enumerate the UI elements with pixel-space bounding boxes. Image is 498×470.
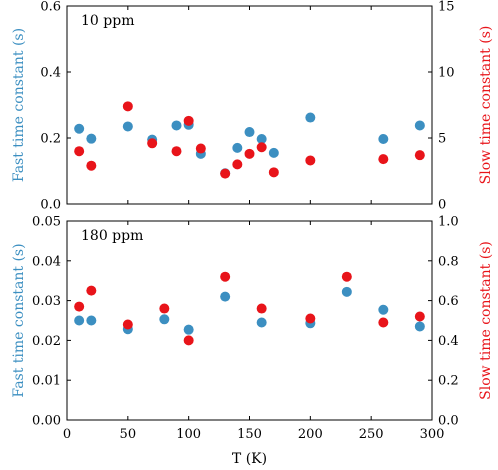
slow-point (147, 138, 158, 149)
slow-point (268, 167, 279, 178)
slow-point (220, 168, 231, 179)
slow-point (122, 101, 133, 112)
x-tick-label: 250 (359, 427, 384, 442)
y-right-tick-label: 15 (438, 0, 455, 15)
slow-point (232, 159, 243, 170)
y-right-tick-label: 10 (438, 66, 455, 81)
slow-point (74, 146, 85, 157)
slow-point (159, 303, 170, 314)
fast-point (256, 317, 267, 328)
x-tick-label: 150 (237, 427, 262, 442)
fast-point (268, 147, 279, 158)
fast-point (232, 142, 243, 153)
y-right-tick-label: 0.0 (438, 414, 459, 429)
y-left-tick-label: 0.2 (40, 132, 61, 147)
slow-point (122, 319, 133, 330)
y-left-tick-label: 0.01 (32, 374, 61, 389)
plot-frame (66, 220, 433, 421)
y-right-axis-title: Slow time constant (s) (478, 26, 494, 185)
fast-point (74, 315, 85, 326)
slow-point (195, 143, 206, 154)
slow-point (86, 160, 97, 171)
slow-point (86, 285, 97, 296)
plot-frame (66, 5, 433, 205)
y-left-axis-title: Fast time constant (s) (11, 243, 27, 397)
y-right-tick-label: 0 (438, 198, 446, 213)
y-left-tick-label: 0.00 (32, 414, 61, 429)
slow-point (341, 271, 352, 282)
y-right-tick-label: 0.6 (438, 294, 459, 309)
fast-point (74, 123, 85, 134)
fast-point (86, 133, 97, 144)
y-left-axis-title: Fast time constant (s) (11, 28, 27, 182)
fast-point (378, 133, 389, 144)
slow-point (414, 150, 425, 161)
x-tick-label: 200 (298, 427, 323, 442)
fast-point (183, 324, 194, 335)
fast-point (220, 291, 231, 302)
fast-point (305, 112, 316, 123)
x-axis-title: T (K) (232, 451, 267, 467)
y-left-tick-label: 0.03 (32, 294, 61, 309)
y-right-tick-label: 0.8 (438, 254, 459, 269)
y-right-tick-label: 5 (438, 132, 446, 147)
slow-point (256, 303, 267, 314)
y-right-tick-label: 0.2 (438, 374, 459, 389)
x-tick-label: 300 (420, 427, 445, 442)
slow-point (244, 148, 255, 159)
fast-point (86, 315, 97, 326)
y-right-tick-label: 0.4 (438, 334, 459, 349)
y-left-tick-label: 0.04 (32, 254, 61, 269)
x-tick-label: 0 (63, 427, 71, 442)
fast-point (159, 314, 170, 325)
fast-point (378, 304, 389, 315)
slow-point (378, 154, 389, 165)
slow-point (378, 317, 389, 328)
y-left-tick-label: 0.6 (40, 0, 61, 15)
fast-point (414, 120, 425, 131)
panel-2: 0 50 100 150 200 250 300 0.00 0.01 0.02 0.03 0.04 0.… (11, 215, 494, 468)
y-left-tick-label: 0.0 (40, 198, 61, 213)
slow-point (305, 313, 316, 324)
y-left-tick-label: 0.02 (32, 334, 61, 349)
y-left-tick-label: 0.05 (32, 215, 61, 230)
y-right-axis-title: Slow time constant (s) (478, 241, 494, 400)
fast-point (341, 286, 352, 297)
fast-point (256, 133, 267, 144)
slow-point (256, 142, 267, 153)
slow-point (414, 311, 425, 322)
x-tick-label: 100 (176, 427, 201, 442)
panel-label: 10 ppm (81, 13, 134, 29)
panel-1: 0.0 0.2 0.4 0.6 0 5 10 15 10 ppm Fast time consta… (11, 0, 494, 213)
slow-point (305, 155, 316, 166)
y-left-tick-label: 0.4 (40, 66, 61, 81)
fast-point (244, 127, 255, 138)
slow-point (220, 271, 231, 282)
slow-point (183, 115, 194, 126)
x-tick-label: 50 (120, 427, 137, 442)
fast-point (171, 120, 182, 131)
slow-point (74, 301, 85, 312)
fast-point (122, 121, 133, 132)
slow-point (183, 335, 194, 346)
panel-label: 180 ppm (81, 228, 143, 244)
fast-point (414, 321, 425, 332)
slow-point (171, 146, 182, 157)
y-right-tick-label: 1.0 (438, 215, 459, 230)
